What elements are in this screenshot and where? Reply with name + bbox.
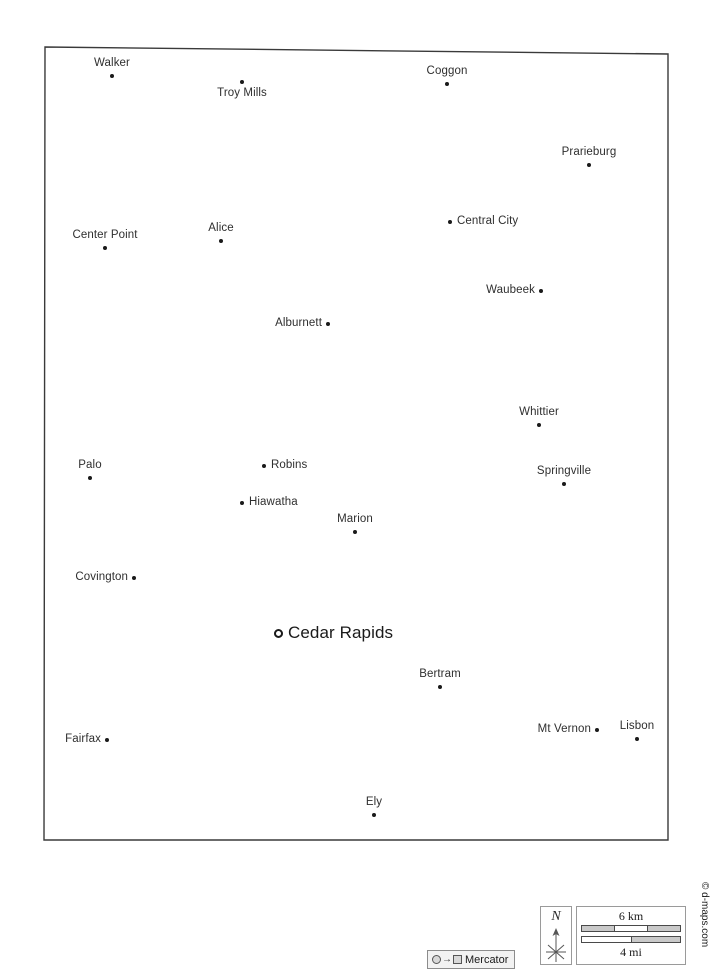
place-label: Springville bbox=[536, 465, 592, 477]
town-dot-icon bbox=[353, 530, 357, 534]
circle-icon bbox=[432, 955, 441, 964]
place-label: Central City bbox=[457, 215, 519, 227]
place-label: Hiawatha bbox=[249, 496, 298, 508]
place-label: Robins bbox=[271, 459, 308, 471]
place-label: Whittier bbox=[519, 406, 559, 418]
copyright-text: © d-maps.com bbox=[699, 882, 710, 948]
place-label: Walker bbox=[94, 57, 130, 69]
map-boundary-polygon bbox=[43, 46, 669, 841]
place-label: Covington bbox=[75, 571, 128, 583]
town-dot-icon bbox=[562, 482, 566, 486]
scale-segment bbox=[582, 937, 632, 942]
town-dot-icon bbox=[326, 322, 330, 326]
scale-segment bbox=[648, 926, 680, 931]
place-label: Alice bbox=[208, 222, 234, 234]
town-dot-icon bbox=[88, 476, 92, 480]
place-label: Bertram bbox=[419, 668, 461, 680]
town-dot-icon bbox=[262, 464, 266, 468]
town-dot-icon bbox=[240, 501, 244, 505]
scale-mi-label: 4 mi bbox=[620, 945, 642, 959]
place-label: Marion bbox=[337, 513, 373, 525]
scale-bar-km bbox=[581, 925, 681, 932]
north-arrow: N bbox=[540, 906, 572, 965]
north-letter: N bbox=[551, 909, 561, 924]
place-label: Mt Vernon bbox=[537, 723, 591, 735]
scale-segment bbox=[631, 937, 680, 942]
scale-bars: 6 km 4 mi bbox=[576, 906, 686, 965]
town-dot-icon bbox=[537, 423, 541, 427]
place-label: Ely bbox=[365, 796, 383, 808]
place-label: Waubeek bbox=[486, 284, 535, 296]
place-label: Fairfax bbox=[65, 733, 101, 745]
scale-segment bbox=[582, 926, 615, 931]
town-dot-icon bbox=[110, 74, 114, 78]
town-dot-icon bbox=[103, 246, 107, 250]
town-dot-icon bbox=[635, 737, 639, 741]
town-dot-icon bbox=[240, 80, 244, 84]
town-dot-icon bbox=[132, 576, 136, 580]
scale-segment bbox=[615, 926, 648, 931]
town-dot-icon bbox=[438, 685, 442, 689]
town-dot-icon bbox=[219, 239, 223, 243]
scale-bar-mi bbox=[581, 936, 681, 943]
projection-label: Mercator bbox=[465, 953, 509, 966]
place-label: Alburnett bbox=[275, 317, 322, 329]
place-label: Center Point bbox=[72, 229, 138, 241]
city-marker-icon bbox=[273, 628, 283, 638]
town-dot-icon bbox=[448, 220, 452, 224]
town-dot-icon bbox=[105, 738, 109, 742]
place-label: Coggon bbox=[426, 65, 468, 77]
town-dot-icon bbox=[539, 289, 543, 293]
place-label: Lisbon bbox=[619, 720, 655, 732]
projection-icon: → bbox=[432, 953, 462, 965]
place-label: Prarieburg bbox=[561, 146, 617, 158]
town-dot-icon bbox=[595, 728, 599, 732]
town-dot-icon bbox=[445, 82, 449, 86]
arrow-right-icon: → bbox=[442, 953, 452, 965]
projection-button[interactable]: → Mercator bbox=[427, 950, 516, 969]
place-label: Troy Mills bbox=[217, 87, 267, 99]
place-label: Palo bbox=[78, 459, 102, 471]
town-dot-icon bbox=[372, 813, 376, 817]
place-label: Cedar Rapids bbox=[288, 623, 394, 642]
scale-km-label: 6 km bbox=[618, 909, 644, 923]
square-icon bbox=[453, 955, 462, 964]
scale-group: N 6 km 4 mi bbox=[540, 906, 686, 965]
town-dot-icon bbox=[587, 163, 591, 167]
compass-north-arrow-icon bbox=[546, 928, 566, 962]
